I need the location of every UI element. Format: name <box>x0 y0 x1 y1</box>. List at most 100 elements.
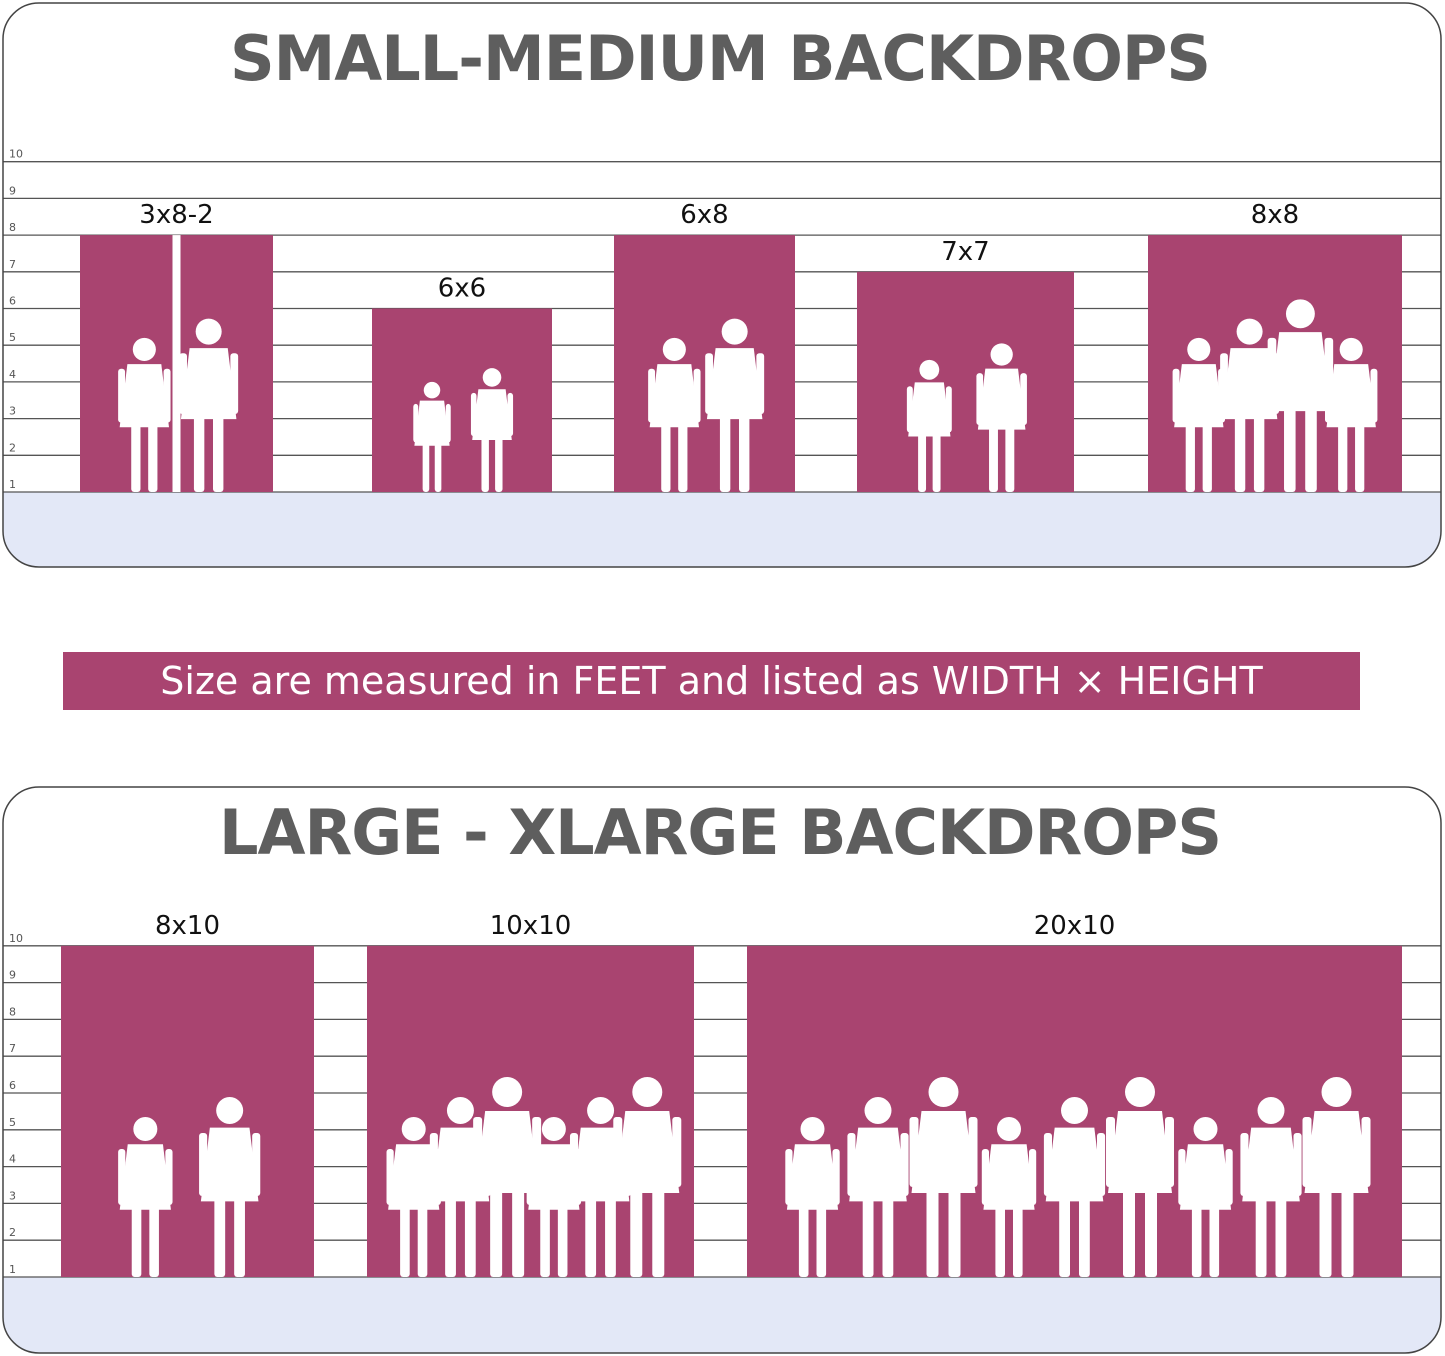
person-silhouette-icon <box>1178 1117 1233 1277</box>
head <box>492 1077 523 1107</box>
leg <box>678 422 688 492</box>
leg <box>932 432 941 492</box>
head <box>541 1117 566 1141</box>
torso <box>414 400 450 446</box>
floor <box>3 492 1441 567</box>
head <box>990 343 1013 366</box>
head <box>216 1097 244 1124</box>
arm <box>613 1117 623 1187</box>
arm <box>1172 368 1180 423</box>
arm <box>900 1133 909 1196</box>
arm <box>1267 337 1277 406</box>
person-silhouette-icon <box>785 1117 840 1277</box>
head <box>632 1077 663 1107</box>
leg <box>1255 1196 1267 1277</box>
person-silhouette-icon <box>1106 1077 1174 1277</box>
leg <box>719 413 731 492</box>
leg <box>918 432 927 492</box>
scale-tick-label: 8 <box>9 221 16 234</box>
leg <box>948 1187 961 1277</box>
torso <box>1108 1111 1172 1193</box>
person-silhouette-icon <box>199 1097 261 1277</box>
leg <box>1123 1187 1135 1277</box>
leg <box>417 1205 428 1277</box>
arm <box>1324 368 1332 423</box>
backdrop-6x8 <box>614 235 795 492</box>
person-silhouette-icon <box>1043 1097 1106 1277</box>
torso <box>911 1111 976 1193</box>
head <box>132 337 156 361</box>
scale-tick-label: 7 <box>9 1042 16 1055</box>
scale-tick-label: 1 <box>9 478 16 491</box>
leg <box>652 1187 665 1277</box>
arm <box>906 386 913 433</box>
scale-tick-label: 9 <box>9 969 16 982</box>
arm <box>909 1117 919 1187</box>
arm <box>1165 1117 1174 1187</box>
torso <box>1304 1111 1369 1193</box>
panel-border <box>2 2 1442 568</box>
scale-tick-label: 6 <box>9 1079 16 1092</box>
person-silhouette-icon <box>1172 337 1226 492</box>
torso <box>1221 348 1278 420</box>
arm <box>526 1149 534 1205</box>
leg <box>131 1205 142 1277</box>
head <box>1236 318 1263 345</box>
backdrop-label: 10x10 <box>490 911 572 941</box>
leg <box>434 442 442 492</box>
scale-tick-label: 3 <box>9 1189 16 1202</box>
leg <box>464 1196 476 1277</box>
person-silhouette-icon <box>981 1117 1037 1277</box>
arm <box>230 353 239 414</box>
leg <box>1338 422 1348 492</box>
arm <box>945 386 952 433</box>
torso <box>200 1127 259 1202</box>
torso <box>849 1127 907 1202</box>
leg <box>1145 1187 1157 1277</box>
head <box>1257 1097 1285 1124</box>
leg <box>1079 1196 1090 1277</box>
head <box>1193 1117 1218 1141</box>
leg <box>1253 413 1265 492</box>
leg <box>630 1187 643 1277</box>
torso <box>1269 332 1332 412</box>
scale-tick-label: 4 <box>9 1153 16 1166</box>
scale-tick-label: 7 <box>9 258 16 271</box>
backdrop-8x10 <box>61 945 314 1277</box>
person-silhouette-icon <box>1240 1097 1302 1277</box>
leg <box>926 1187 939 1277</box>
head <box>195 318 222 345</box>
leg <box>234 1196 245 1277</box>
torso <box>983 1144 1035 1210</box>
leg <box>422 442 430 492</box>
head <box>997 1117 1021 1141</box>
torso <box>119 364 169 428</box>
leg <box>1355 422 1365 492</box>
arm <box>470 392 477 437</box>
arm <box>118 1149 126 1205</box>
arm <box>705 353 713 414</box>
leg <box>1275 1196 1287 1277</box>
leg <box>213 413 224 492</box>
arm <box>832 1149 840 1205</box>
head <box>1061 1097 1088 1124</box>
person-silhouette-icon <box>526 1117 582 1277</box>
leg <box>1341 1187 1354 1277</box>
head <box>446 1097 474 1124</box>
person-silhouette-icon <box>705 318 765 492</box>
leg <box>816 1205 827 1277</box>
leg <box>131 422 141 492</box>
scale-tick-label: 1 <box>9 1263 16 1276</box>
person-silhouette-icon <box>648 337 701 492</box>
leg <box>512 1187 525 1277</box>
arm <box>847 1133 856 1196</box>
head <box>919 359 940 380</box>
person-silhouette-icon <box>1324 337 1378 492</box>
panel-title-small-medium: SMALL-MEDIUM BACKDROPS <box>230 22 1210 95</box>
leg <box>214 1196 226 1277</box>
scale-tick-label: 10 <box>9 148 23 161</box>
leg <box>1209 1205 1220 1277</box>
leg <box>481 436 489 492</box>
torso <box>908 382 951 437</box>
leg <box>798 1205 809 1277</box>
